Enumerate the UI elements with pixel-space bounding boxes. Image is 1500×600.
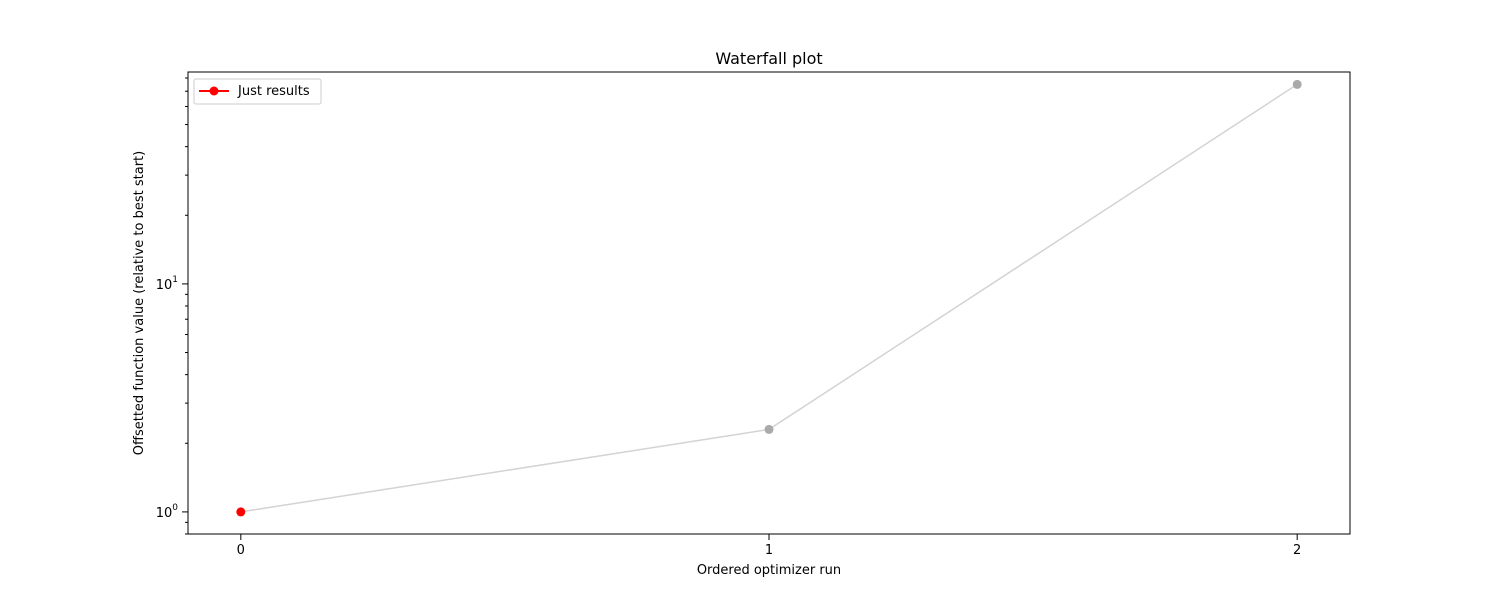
- x-tick-label: 1: [765, 543, 773, 558]
- legend-box: [193, 78, 322, 105]
- legend-entry-label: Just results: [237, 84, 310, 99]
- plot-area: [187, 71, 1351, 535]
- x-axis-ticks: 0 1 2: [237, 534, 1301, 558]
- data-point: [1292, 79, 1302, 89]
- y-tick-label: 100: [156, 503, 179, 521]
- y-axis-ticks: 100 101: [156, 77, 188, 535]
- y-tick-label: 101: [156, 275, 178, 293]
- chart-title: Waterfall plot: [715, 49, 822, 68]
- data-point: [764, 424, 774, 434]
- series-line: [240, 83, 1298, 513]
- series-group: [236, 79, 1302, 517]
- x-tick-label: 0: [237, 543, 245, 558]
- legend: Just results: [193, 78, 322, 105]
- x-axis-label: Ordered optimizer run: [697, 563, 841, 578]
- x-tick-label: 2: [1293, 543, 1301, 558]
- legend-marker: [209, 86, 219, 96]
- y-axis-label: Offsetted function value (relative to be…: [132, 151, 147, 455]
- data-point: [236, 507, 246, 517]
